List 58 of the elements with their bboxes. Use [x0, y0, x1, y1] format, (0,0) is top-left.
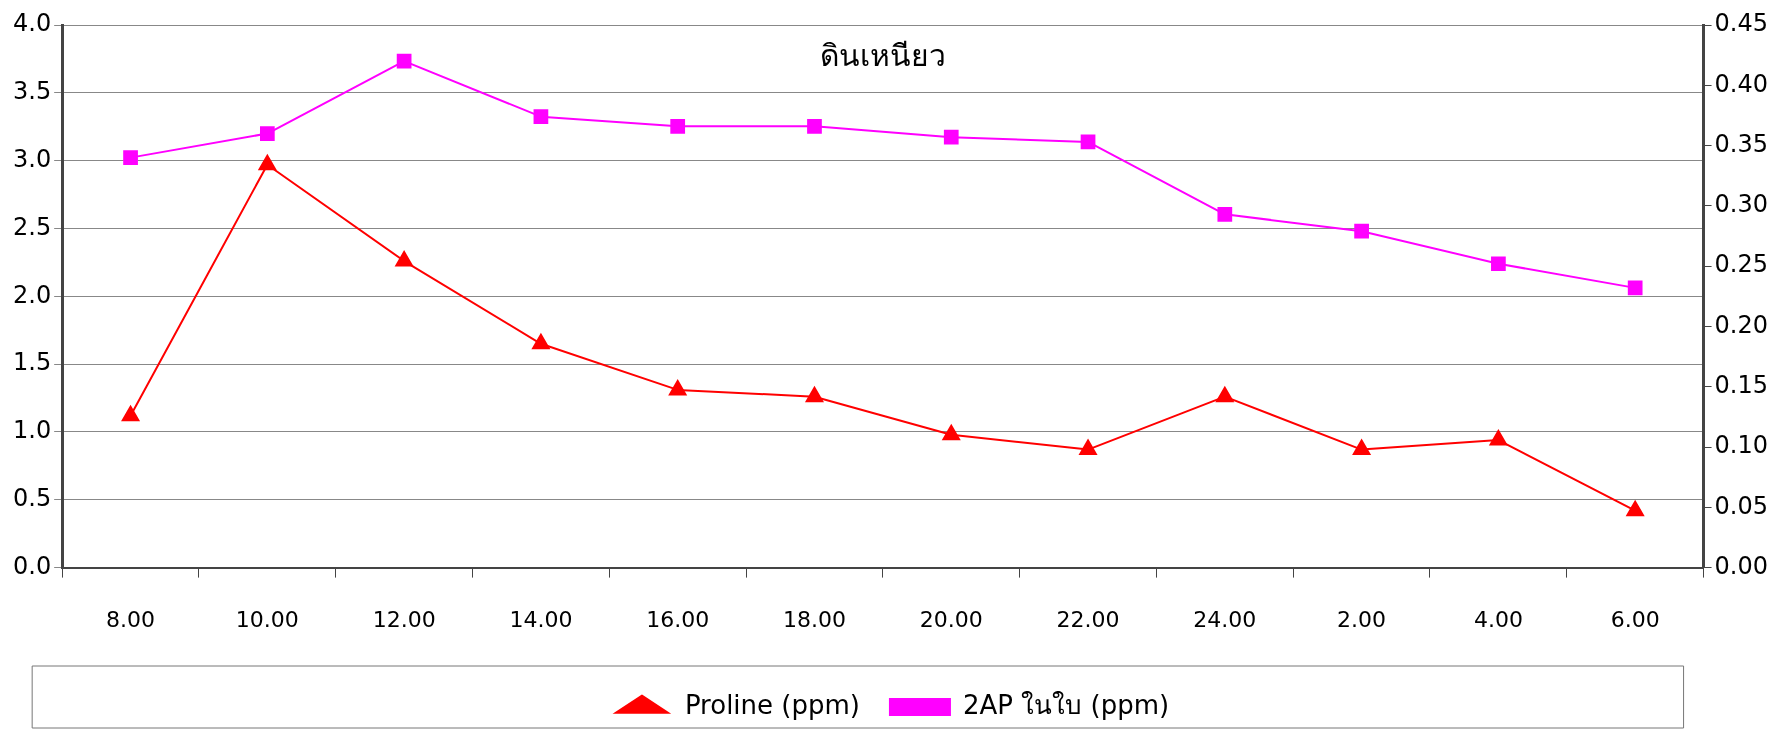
point: [1217, 206, 1233, 222]
y2-tick-label: 0.40: [1714, 69, 1768, 98]
y2-tick-label: 0.10: [1714, 431, 1768, 460]
y-tick-label: 0.0: [13, 551, 52, 580]
x-tick-label: 8.00: [106, 606, 156, 632]
x-tick-label: 14.00: [509, 606, 573, 632]
x-tick-label: 10.00: [235, 606, 299, 632]
point: [395, 251, 413, 267]
point: [533, 109, 549, 124]
point: [670, 118, 686, 134]
point: [532, 333, 550, 350]
point: [1491, 256, 1506, 272]
y2-tick-label: 0.00: [1714, 551, 1768, 580]
point: [121, 405, 140, 422]
y2-tick-label: 0.45: [1714, 9, 1768, 38]
point: [259, 126, 275, 141]
point: [942, 424, 961, 441]
y2-tick-label: 0.30: [1714, 190, 1768, 219]
point: [805, 386, 824, 403]
x-tick-label: 20.00: [919, 606, 983, 632]
point: [807, 118, 822, 134]
point: [1354, 223, 1369, 239]
y-tick-label: 3.0: [13, 144, 52, 173]
x-tick-label: 22.00: [1056, 606, 1120, 632]
y2-tick-label: 0.35: [1714, 129, 1768, 158]
y-tick-label: 0.5: [13, 484, 52, 513]
point: [396, 53, 412, 69]
legend-label: Proline (ppm): [684, 689, 860, 720]
x-tick-label: 16.00: [646, 606, 710, 632]
y-tick-label: 2.0: [13, 280, 52, 309]
point: [1080, 134, 1096, 150]
x-tick-label: 24.00: [1193, 606, 1257, 632]
point: [258, 154, 277, 171]
point: [1216, 386, 1234, 403]
y-tick-label: 3.5: [13, 77, 52, 106]
x-tick-label: 18.00: [782, 606, 846, 632]
text: ดินเหนียว: [819, 37, 946, 73]
point: [943, 129, 959, 145]
y-tick-label: 1.5: [13, 348, 52, 377]
point: [1079, 439, 1097, 456]
y-tick-label: 2.5: [13, 212, 52, 241]
y2-tick-label: 0.15: [1714, 370, 1768, 399]
y-tick-label: 1.0: [13, 416, 52, 445]
point: [1626, 500, 1644, 517]
x-tick-label: 12.00: [372, 606, 436, 632]
y2-tick-label: 0.05: [1714, 491, 1768, 520]
point: [1489, 430, 1508, 446]
x-tick-label: 6.00: [1610, 606, 1660, 632]
y2-tick-label: 0.20: [1714, 310, 1768, 339]
point: [1627, 280, 1643, 296]
x-tick-label: 4.00: [1473, 606, 1523, 632]
y-tick-label: 4.0: [13, 9, 52, 38]
point: [668, 379, 687, 396]
y2-tick-label: 0.25: [1714, 250, 1768, 279]
legend-label: 2AP ในใบ (ppm): [962, 689, 1170, 720]
point: [123, 150, 138, 165]
x-tick-label: 2.00: [1337, 606, 1387, 632]
point: [1352, 439, 1371, 456]
